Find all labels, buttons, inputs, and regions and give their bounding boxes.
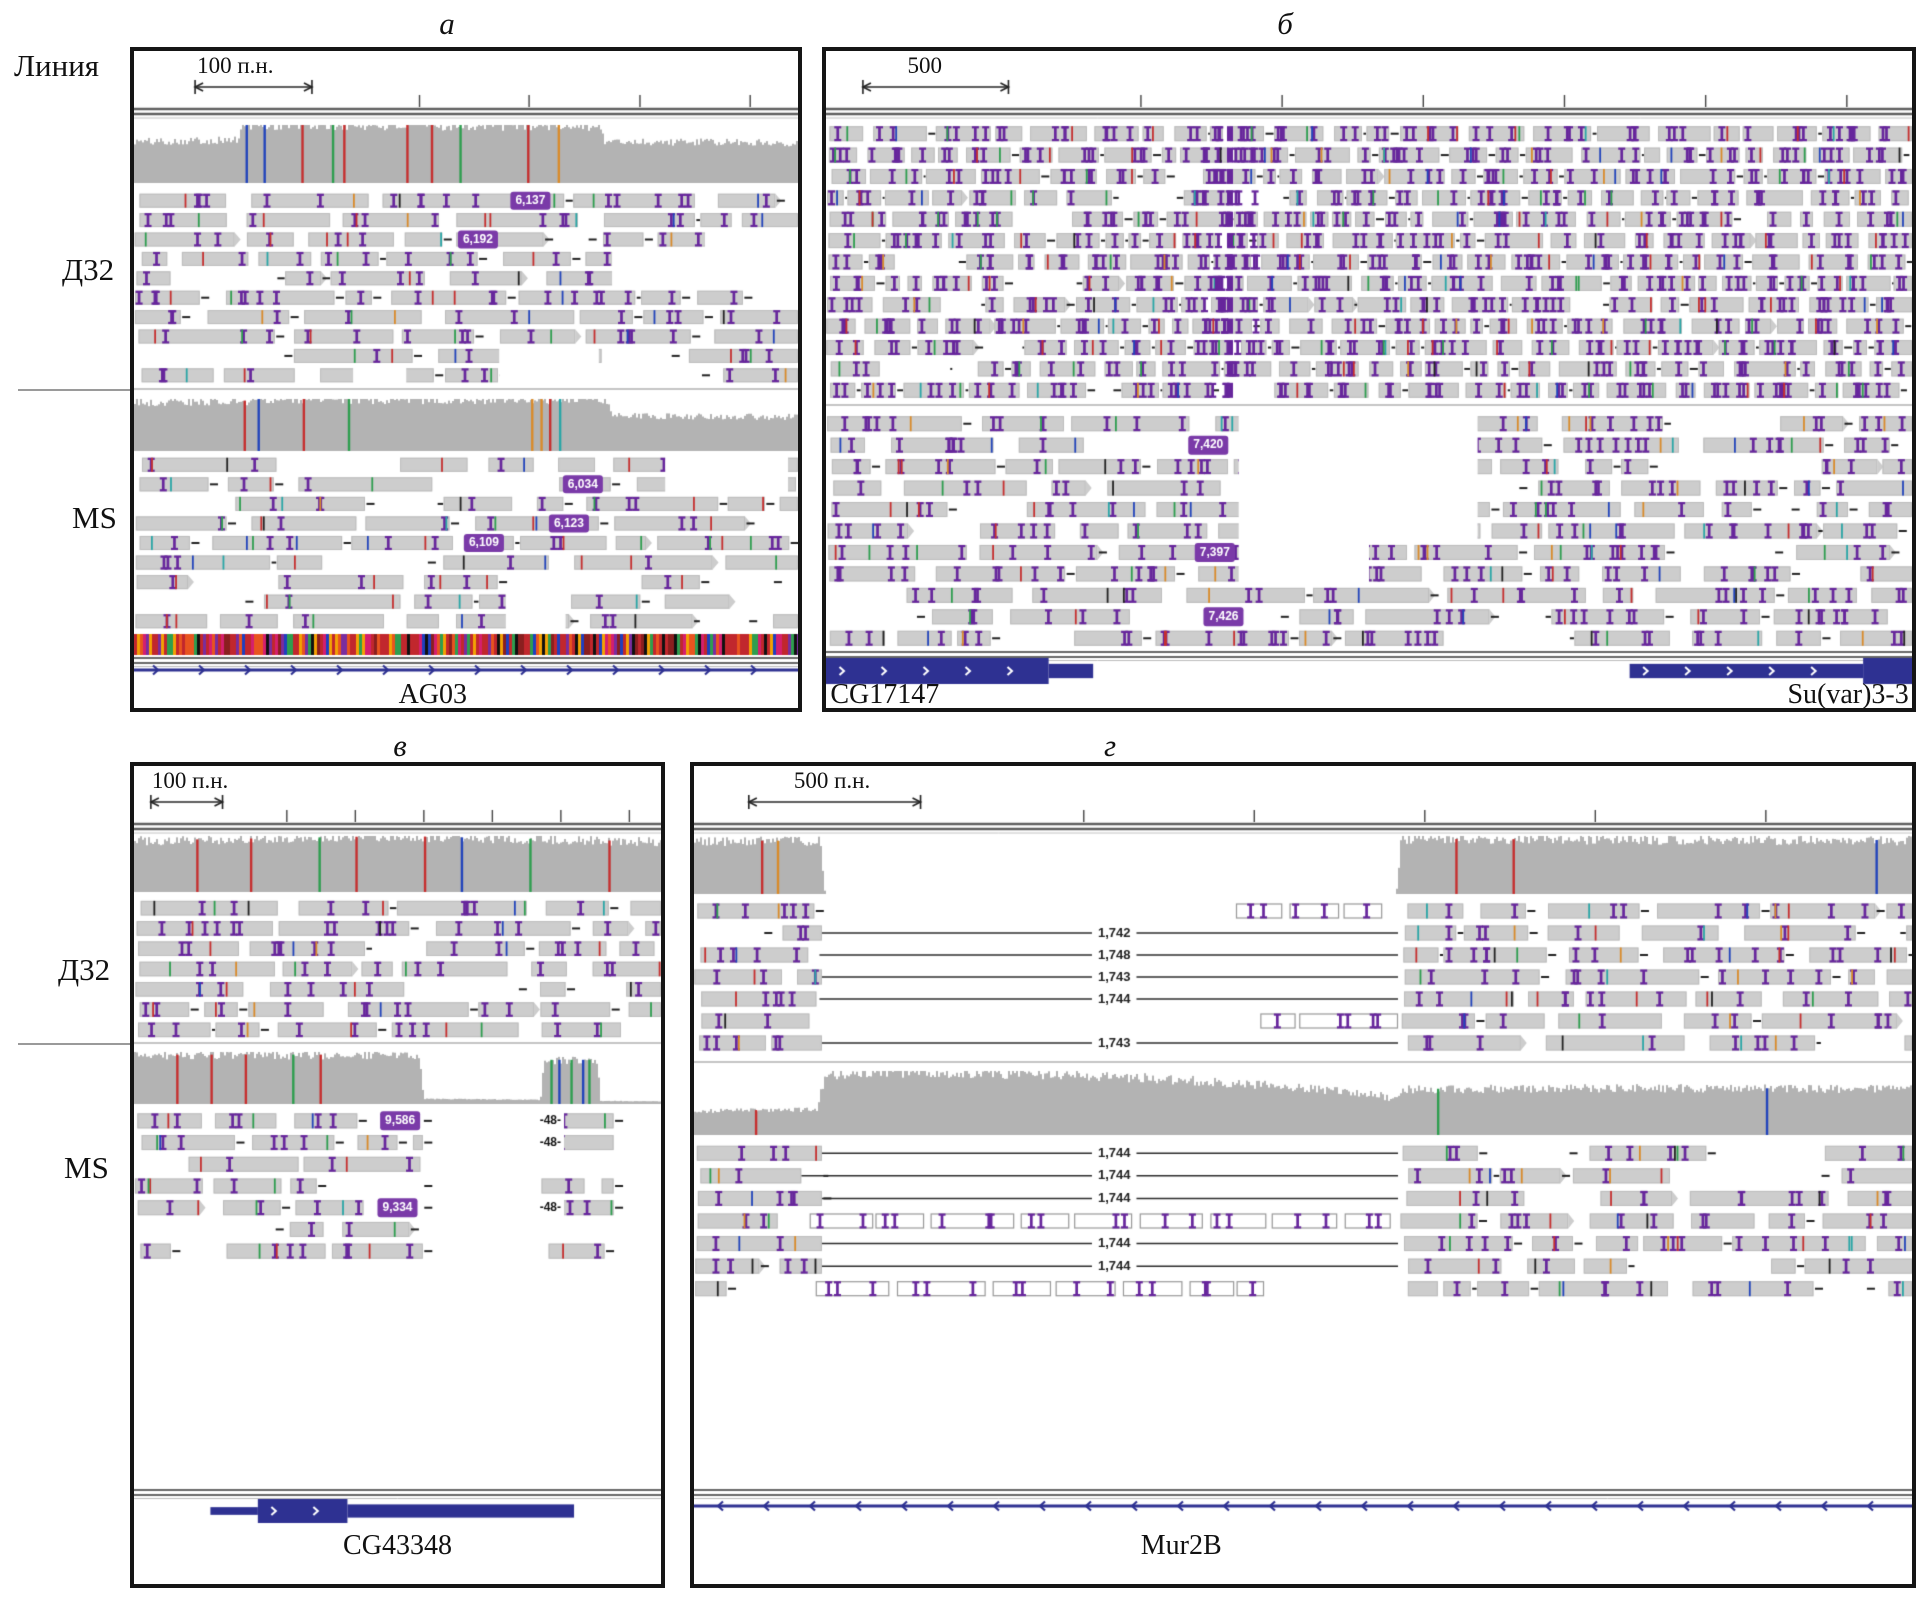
scale-bar-label-a: 100 п.н. (197, 53, 274, 78)
panel-letter-v: в (393, 728, 407, 763)
gene-label-mur2b: Mur2B (1140, 1530, 1222, 1561)
line-label-ms-panel-a: MS (72, 500, 117, 535)
gene-label-suvar3-3: Su(var)3-3 (1787, 679, 1909, 710)
alignment-canvas-g (694, 766, 1912, 1584)
alignment-canvas-a (134, 51, 798, 708)
line-label-d32-panel-a: Д32 (62, 252, 115, 287)
scale-bar-label-v: 100 п.н. (151, 768, 229, 793)
panel-v: 100 п.н. CG43348 (130, 762, 665, 1588)
panel-letter-g: г (1103, 728, 1117, 763)
gene-label-ag03: AG03 (398, 679, 468, 710)
track-group-divider-left-top (18, 389, 130, 391)
line-label-d32-panel-v: Д32 (58, 952, 111, 987)
alignment-canvas-b (826, 51, 1912, 708)
panel-letter-b: б (1277, 6, 1293, 41)
gene-label-cg43348: CG43348 (343, 1530, 452, 1561)
panel-letter-a: а (439, 6, 455, 41)
alignment-canvas-v (134, 766, 661, 1584)
panel-a: 100 п.н. AG03 (130, 47, 802, 712)
gene-label-cg17147: CG17147 (830, 679, 940, 710)
track-group-divider-left-bottom (18, 1043, 130, 1045)
panel-g: 500 п.н. Mur2B (690, 762, 1916, 1588)
panel-b: 500 CG17147 Su(var)3-3 (822, 47, 1916, 712)
line-label-ms-panel-v: MS (64, 1150, 109, 1185)
row-axis-label: Линия (14, 48, 100, 83)
scale-bar-label-b: 500 (907, 53, 942, 78)
scale-bar-label-g: 500 п.н. (793, 768, 871, 793)
